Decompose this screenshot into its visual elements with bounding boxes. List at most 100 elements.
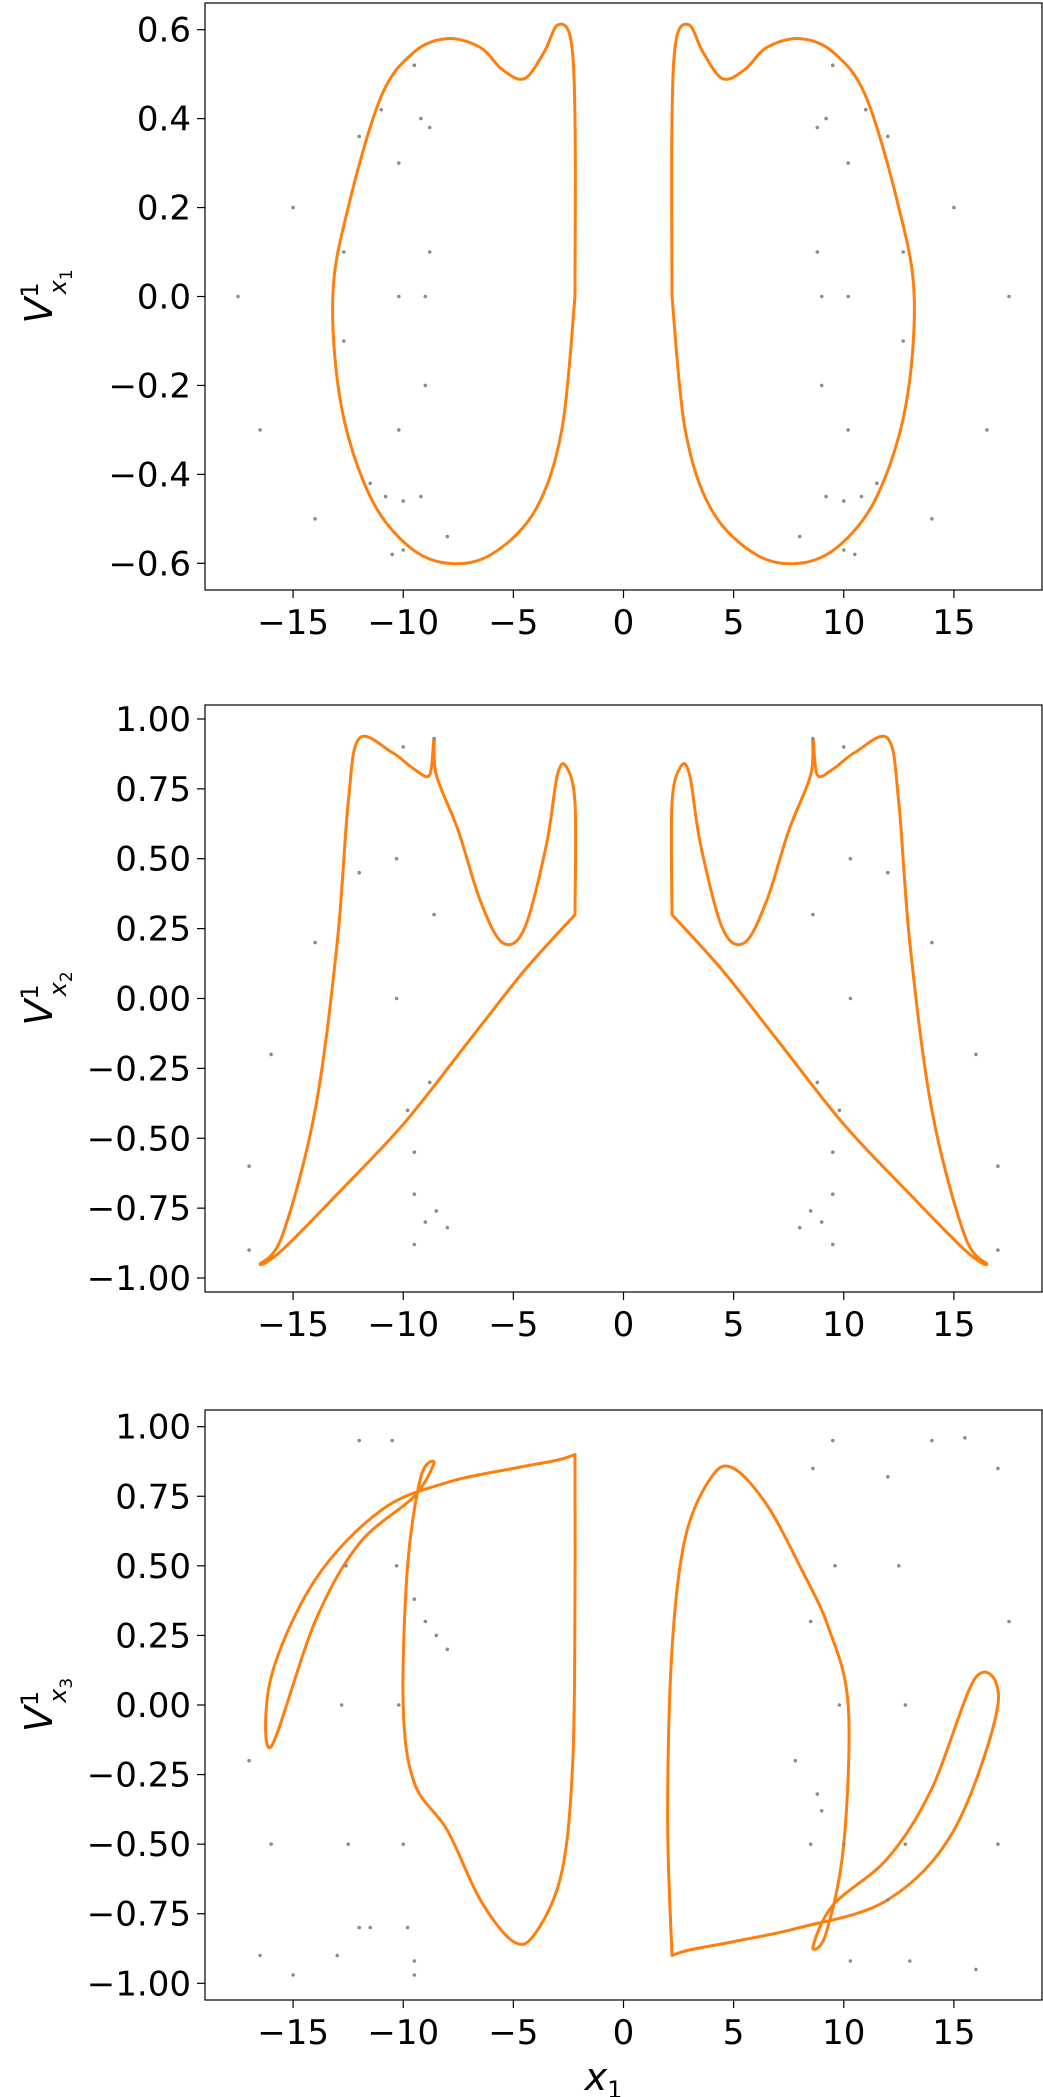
chart-panel-1: −15 −10 −5 0 5 10 15 0.6 0.4 0.2 0.0 −0.2 −0.4 −0.6 V1… <box>16 2 1043 643</box>
series-point <box>434 1633 439 1638</box>
series-point <box>269 1052 273 1057</box>
y-tick-label: −0.75 <box>87 1895 191 1935</box>
y-tick-label: 0.00 <box>115 1686 191 1726</box>
series-point <box>258 428 262 432</box>
chart-panel-3: −15 −10 −5 0 5 10 15 1.00 0.75 0.50 0.25 0.00 −0.25 −… <box>16 1408 1043 2097</box>
series-point <box>811 736 815 741</box>
y-tick-label: 0.25 <box>115 1616 191 1656</box>
series-point <box>903 1703 908 1707</box>
series-point <box>908 1959 912 1963</box>
series-point <box>423 1220 428 1224</box>
series-point <box>974 1967 978 1972</box>
y-tick-label: −0.25 <box>87 1756 191 1796</box>
series-point <box>1007 1619 1011 1624</box>
series-point <box>930 1438 934 1443</box>
series-point <box>397 294 401 299</box>
chart-panel-2: −15 −10 −5 0 5 10 15 1.00 0.75 0.50 0.25 0.00 −0.25 −… <box>16 700 1043 1345</box>
series-point <box>875 481 879 486</box>
series-point <box>886 1475 890 1479</box>
x-tick-label: 5 <box>723 2013 745 2053</box>
y-tick-label: −1.00 <box>87 1259 191 1299</box>
series-point <box>401 1842 406 1846</box>
series-point <box>846 294 850 299</box>
series-point <box>793 1758 798 1763</box>
series-point <box>432 912 436 917</box>
y-tick-label: 0.00 <box>115 980 191 1020</box>
series-point <box>808 1209 813 1213</box>
x-tick-label: 10 <box>822 2013 865 2053</box>
y-tick-label: 0.75 <box>115 770 191 810</box>
x-tick-label: −10 <box>367 1305 439 1345</box>
series-point <box>930 517 934 521</box>
series-point <box>427 1080 432 1085</box>
series-point <box>313 940 317 945</box>
series-point <box>368 1925 373 1930</box>
x-tick-label: −10 <box>367 2013 439 2053</box>
series-point <box>401 499 406 503</box>
series-point <box>383 494 388 499</box>
series-point <box>842 499 846 503</box>
series-point <box>236 294 240 299</box>
series-point <box>390 1438 395 1443</box>
y-axis-label: V1x1 <box>16 269 77 323</box>
series-line-1 <box>331 22 577 566</box>
y-tick-label: −0.75 <box>87 1189 191 1229</box>
series-point <box>258 1953 262 1958</box>
series-point <box>423 294 428 299</box>
series-point <box>815 250 820 254</box>
x-tick-label: 15 <box>932 2013 975 2053</box>
series-point <box>339 1703 344 1707</box>
series-point <box>848 996 853 1001</box>
series-point <box>837 1108 842 1113</box>
series-point <box>842 1842 846 1846</box>
x-tick-label: −5 <box>488 1305 538 1345</box>
series-point <box>412 1973 417 1977</box>
series-point <box>412 63 417 68</box>
series-point <box>423 383 428 388</box>
series-point <box>357 870 362 875</box>
y-tick-label: 0.50 <box>115 1547 191 1587</box>
axes-frame <box>204 2 1043 591</box>
series-point <box>886 1898 890 1902</box>
y-tick-label: 1.00 <box>115 700 191 740</box>
x-tick-label: 0 <box>613 1305 635 1345</box>
series-point <box>346 1842 351 1846</box>
series-point <box>394 856 399 861</box>
series-point <box>824 494 828 499</box>
series-point <box>434 1209 439 1213</box>
series-point <box>397 161 401 165</box>
series-point <box>445 1647 450 1652</box>
series-line-3 <box>670 22 916 566</box>
x-tick-label: 5 <box>723 603 745 643</box>
y-axis-label: V1x3 <box>16 1678 77 1732</box>
series-point <box>247 1164 251 1168</box>
series-point <box>397 428 401 432</box>
y-tick-label: −0.4 <box>108 455 191 495</box>
x-tick-label: 5 <box>723 1305 745 1345</box>
series-point <box>974 1052 978 1057</box>
series-point <box>247 1758 251 1763</box>
plot-area <box>236 22 1011 566</box>
y-tick-label: −0.25 <box>87 1049 191 1089</box>
series-point <box>394 996 399 1001</box>
series-point <box>996 1164 1000 1168</box>
series-point <box>996 1248 1000 1252</box>
series-point <box>357 1438 362 1443</box>
series-line-3 <box>669 734 989 1267</box>
y-tick-label: 1.00 <box>115 1408 191 1448</box>
series-point <box>335 1953 340 1958</box>
series-point <box>859 494 864 499</box>
series-point <box>423 1619 428 1624</box>
series-point <box>342 339 346 343</box>
x-tick-label: −5 <box>488 603 538 643</box>
x-tick-label: 0 <box>613 603 635 643</box>
series-point <box>401 745 406 749</box>
x-tick-label: 15 <box>932 1305 975 1345</box>
series-point <box>797 534 802 539</box>
series-point <box>963 1436 967 1440</box>
y-tick-label: −0.50 <box>87 1119 191 1159</box>
series-point <box>886 134 890 139</box>
series-point <box>342 250 346 254</box>
series-point <box>846 161 850 165</box>
